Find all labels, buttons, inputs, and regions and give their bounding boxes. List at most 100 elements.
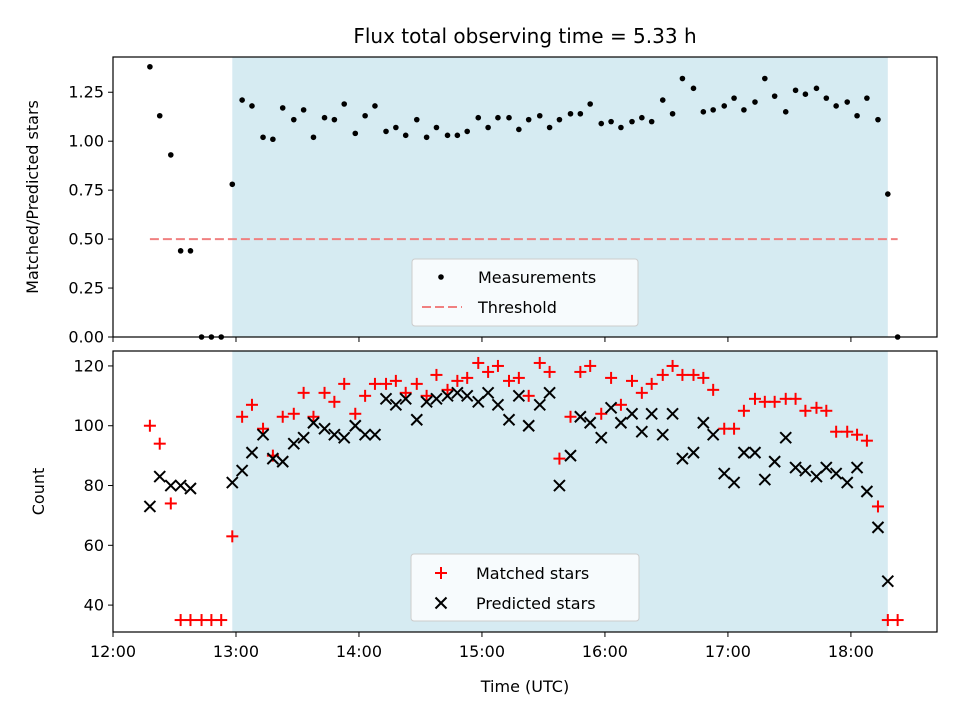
predicted-star-point [441,389,454,403]
matched-star-point [830,425,843,438]
measurement-point [844,99,851,105]
matched-star-point [410,377,423,390]
predicted-star-point-b [768,455,781,468]
measurement-point [341,101,348,107]
measurement-point [567,110,574,117]
matched-star-point [614,398,627,411]
measurement-point [792,87,799,94]
predicted-star-point [245,446,259,459]
predicted-star-point-b [583,416,597,429]
predicted-star-point [841,476,854,489]
ratio-ytick-label: 0.75 [68,181,104,200]
matched-star-point [430,368,443,381]
predicted-star-point-b [349,419,362,432]
predicted-star-point-b [718,467,731,480]
predicted-star-point-b [810,470,823,483]
measurement-point [669,110,676,117]
predicted-star-point [656,428,669,441]
legend-predicted-marker-b [434,596,448,610]
measurement-point [300,107,307,113]
predicted-star-point-b [328,428,341,441]
matched-star-point [799,404,812,417]
predicted-star-point-b [737,446,751,459]
matched-star-point [789,392,802,405]
predicted-star-point-b [358,428,372,441]
matched-star-point [245,398,258,411]
matched-star-point [164,497,177,510]
matched-star-point [338,377,351,390]
measurement-point [536,112,543,119]
matched-star-point [441,383,454,396]
ratio-ytick-label: 0.00 [68,328,104,347]
count-ytick-label: 60 [84,536,104,555]
predicted-star-point [533,398,546,412]
measurement-point [629,118,635,125]
measurement-point [731,95,737,101]
count-xtick-label: 16:00 [582,642,628,661]
matched-star-point [503,374,516,387]
predicted-star-point-b [706,428,720,441]
measurement-point [813,85,820,92]
predicted-star-point [460,389,474,403]
predicted-star-point-b [645,407,658,420]
predicted-star-point-b [522,419,535,432]
measurement-point [875,116,881,123]
predicted-star-point-b [574,410,587,423]
predicted-star-point [697,416,710,429]
predicted-star-point [706,428,720,441]
matched-star-point [687,368,700,381]
ratio-ytick-label: 1.25 [68,83,104,102]
matched-star-point [482,365,495,378]
predicted-star-point [789,461,802,474]
count-ytick-label: 100 [73,416,104,435]
predicted-star-point [174,479,187,492]
matched-star-point [748,392,761,405]
count-axes-frame [112,350,938,633]
matched-star-point [451,374,464,387]
measurement-point [598,120,605,127]
measurement-point [290,116,297,123]
measurement-point [577,110,584,117]
measurement-point [618,124,624,131]
predicted-star-point [522,419,535,432]
measurement-point [690,85,697,92]
matched-star-point [595,407,608,420]
predicted-star-point-b [502,413,516,426]
ratio-legend: Measurements Threshold [411,258,639,327]
matched-star-point [215,614,228,627]
measurement-point [700,109,707,115]
predicted-star-point [810,470,823,483]
count-xtick-label: 17:00 [705,642,751,661]
predicted-star-point-b [533,398,546,412]
predicted-star-point [666,407,679,420]
matched-star-point [389,374,402,387]
predicted-star-point-b [656,428,669,441]
count-xtick-label: 18:00 [828,642,874,661]
predicted-star-point [358,428,372,441]
measurement-point [147,63,153,70]
predicted-star-point-b [604,401,618,415]
predicted-star-point [338,431,351,444]
measurement-point [802,91,809,98]
predicted-star-point-b [318,422,331,435]
measurement-point [372,103,378,109]
count-xtick-label: 12:00 [90,642,136,661]
predicted-star-point [543,386,556,400]
predicted-star-point-b [860,485,874,498]
measurement-point [279,105,286,111]
matched-star-point [491,359,504,372]
predicted-star-point-b [789,461,802,474]
matched-star-point [697,371,710,384]
matched-star-point [399,386,412,399]
matched-star-point [257,422,270,435]
ratio-legend-box [411,258,639,327]
predicted-star-point [430,392,443,406]
predicted-star-point [481,386,495,400]
measurement-point [833,103,839,109]
measurement-point [402,132,409,139]
matched-star-point [276,410,289,423]
predicted-star-point-b [871,521,885,534]
ratio-ytick-label: 0.50 [68,230,104,249]
ratio-ytick-label: 1.00 [68,132,104,151]
count-ytick-label: 40 [84,596,104,615]
